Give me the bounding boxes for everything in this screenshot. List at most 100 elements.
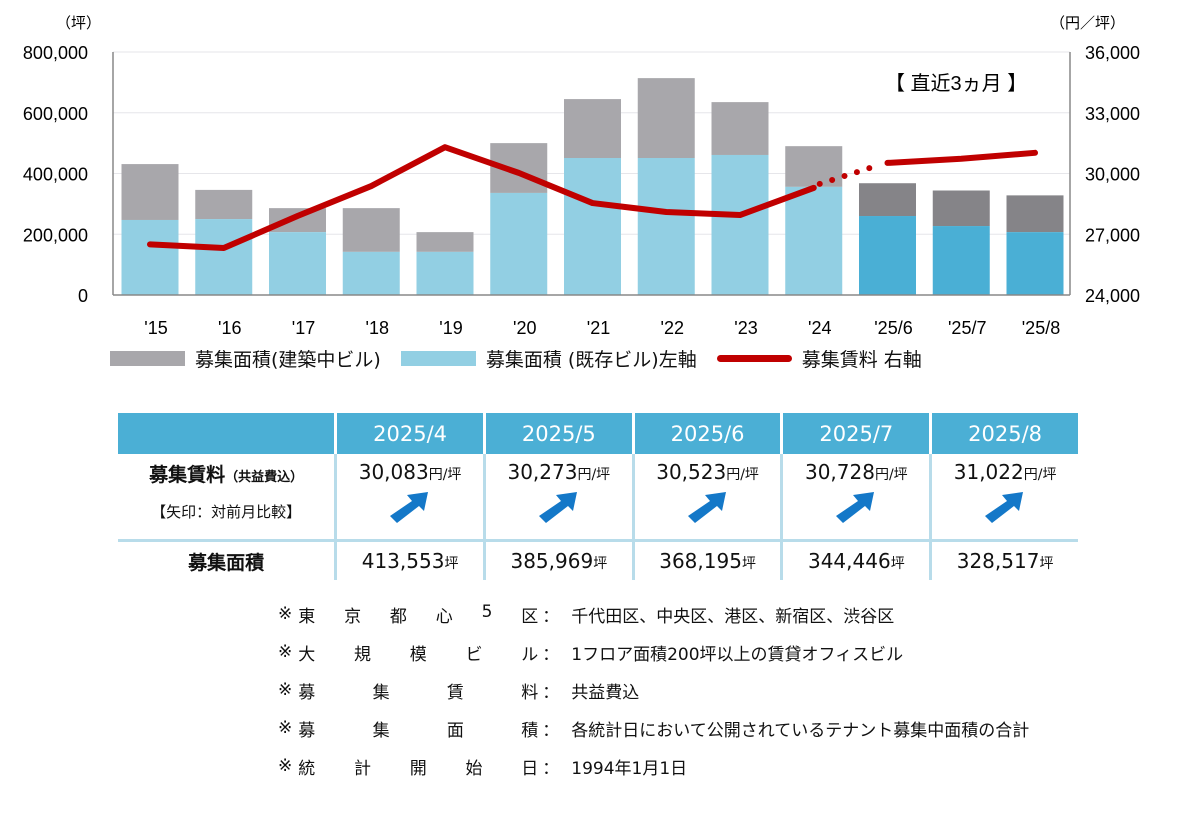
rent-value: 31,022	[953, 460, 1024, 484]
note-key-char: 東	[298, 606, 316, 627]
right-tick-label: 33,000	[1085, 104, 1140, 124]
right-tick-label: 27,000	[1085, 225, 1140, 245]
note-key-char: 賃	[446, 682, 464, 703]
area-value: 413,553	[361, 549, 445, 573]
note-colon: ：	[542, 606, 560, 627]
note-key-char: 区	[521, 606, 539, 627]
area-unit: 坪	[890, 556, 905, 572]
note-key-char: 集	[372, 720, 390, 741]
notes: ※ 東京都心 5 区：千代田区、中央区、港区、新宿区、渋谷区 ※ 大規模ビル： 1フロア面積…	[278, 595, 1029, 785]
note-mark: ※	[278, 642, 293, 662]
area-cell: 413,553坪	[334, 540, 485, 580]
note-key-char: 面	[446, 720, 464, 741]
legend-item-rent: 募集賃料 右軸	[716, 345, 922, 372]
rent-line-dotted	[816, 161, 883, 187]
note-key: 統計開始日	[298, 754, 538, 779]
legend-item-existing: 募集面積 (既存ビル)左軸	[400, 345, 697, 372]
up-right-arrow-icon	[836, 492, 875, 523]
note-key: 大規模ビル	[298, 640, 538, 665]
note-key-char: 募	[298, 682, 316, 703]
note-key-char: 料	[521, 682, 539, 703]
rent-value: 30,273	[507, 460, 578, 484]
right-tick-label: 36,000	[1085, 43, 1140, 63]
area-unit: 坪	[741, 556, 756, 572]
summary-table: 2025/4 2025/5 2025/6 2025/7 2025/8 募集賃料（…	[118, 413, 1078, 580]
note-key-char: 日	[521, 758, 539, 779]
bar-existing	[490, 192, 548, 295]
area-unit: 坪	[1039, 556, 1054, 572]
note-value: 各統計日において公開されているテナント募集中面積の合計	[571, 720, 1030, 741]
rent-unit: 円/坪	[874, 467, 908, 483]
bar-construction	[121, 164, 179, 220]
bar-existing	[121, 219, 179, 295]
area-cell: 344,446坪	[780, 540, 931, 580]
rent-note: 【矢印：対前月比較】	[151, 503, 302, 521]
note-colon: ：	[542, 758, 560, 779]
note-key-char: 開	[409, 758, 427, 779]
bar-existing	[932, 226, 990, 295]
note-mark: ※	[278, 680, 293, 700]
legend-swatch	[400, 351, 476, 366]
x-tick-label: '18	[366, 318, 389, 338]
legend: 募集面積(建築中ビル) 募集面積 (既存ビル)左軸 募集賃料 右軸	[110, 345, 942, 372]
note-key-char: 心	[435, 606, 453, 627]
note-key: 募集面積	[298, 716, 538, 741]
rent-line-recent	[884, 149, 1038, 166]
left-tick-label: 400,000	[23, 165, 88, 185]
bar-existing	[859, 216, 916, 295]
right-tick-label: 30,000	[1085, 165, 1140, 185]
left-tick-label: 200,000	[23, 225, 88, 245]
note-key-char: 京	[344, 606, 362, 627]
rent-unit: 円/坪	[577, 467, 611, 483]
chart: 0 24,000 200,000 27,000 400,000 30,000 600,000…	[23, 15, 1140, 338]
up-right-arrow-icon	[538, 492, 577, 523]
bar-existing	[785, 186, 843, 295]
rent-label-cell: 募集賃料（共益費込） 【矢印：対前月比較】	[118, 454, 336, 542]
header-blank	[118, 413, 336, 454]
left-axis-unit: （坪）	[56, 15, 101, 32]
rent-cell: 30,083円/坪	[334, 454, 485, 542]
rent-line	[147, 144, 817, 252]
rent-unit: 円/坪	[726, 467, 759, 483]
x-tick-label: '25/8	[1022, 318, 1060, 338]
up-right-arrow-icon	[985, 492, 1024, 523]
note-mark: ※	[278, 756, 293, 776]
note-value: 共益費込	[571, 682, 640, 703]
note-key-char: 都	[389, 606, 407, 627]
area-unit: 坪	[593, 556, 608, 572]
note-colon: ：	[542, 682, 560, 703]
x-tick-label: '15	[144, 318, 167, 338]
area-value: 368,195	[659, 549, 742, 573]
note-mark: ※	[278, 604, 293, 624]
legend-swatch	[716, 355, 792, 362]
bar-existing	[342, 251, 400, 295]
up-right-arrow-icon	[390, 492, 429, 523]
note-key: 東 京 都 心 5 区	[298, 602, 538, 627]
bar-construction	[195, 189, 253, 220]
up-right-arrow-icon	[687, 492, 726, 523]
rent-unit: 円/坪	[1023, 467, 1057, 483]
area-label: 募集面積	[188, 551, 265, 574]
legend-item-construction: 募集面積(建築中ビル)	[110, 345, 381, 372]
note-key-char: 模	[409, 644, 427, 665]
bar-existing	[269, 232, 326, 295]
bar-construction	[932, 190, 990, 227]
note-key-char: 5	[481, 601, 493, 622]
rent-sub-label: （共益費込）	[225, 470, 304, 485]
rent-value: 30,728	[804, 460, 875, 484]
area-cell: 328,517坪	[929, 540, 1078, 580]
bar-construction	[637, 78, 695, 159]
x-tick-label: '17	[292, 318, 315, 338]
note-key-char: 積	[521, 720, 539, 741]
header-month: 2025/7	[780, 413, 931, 454]
table-header-row: 2025/4 2025/5 2025/6 2025/7 2025/8	[118, 413, 1078, 454]
note-colon: ：	[542, 644, 560, 665]
bar-construction	[269, 208, 326, 233]
header-month: 2025/8	[929, 413, 1078, 454]
bar-construction	[416, 232, 474, 252]
area-cell: 385,969坪	[482, 540, 634, 580]
rent-cell: 31,022円/坪	[929, 454, 1078, 542]
note-value: 1994年1月1日	[571, 758, 688, 779]
legend-label: 募集賃料 右軸	[801, 349, 922, 371]
left-tick-label: 0	[78, 286, 88, 306]
